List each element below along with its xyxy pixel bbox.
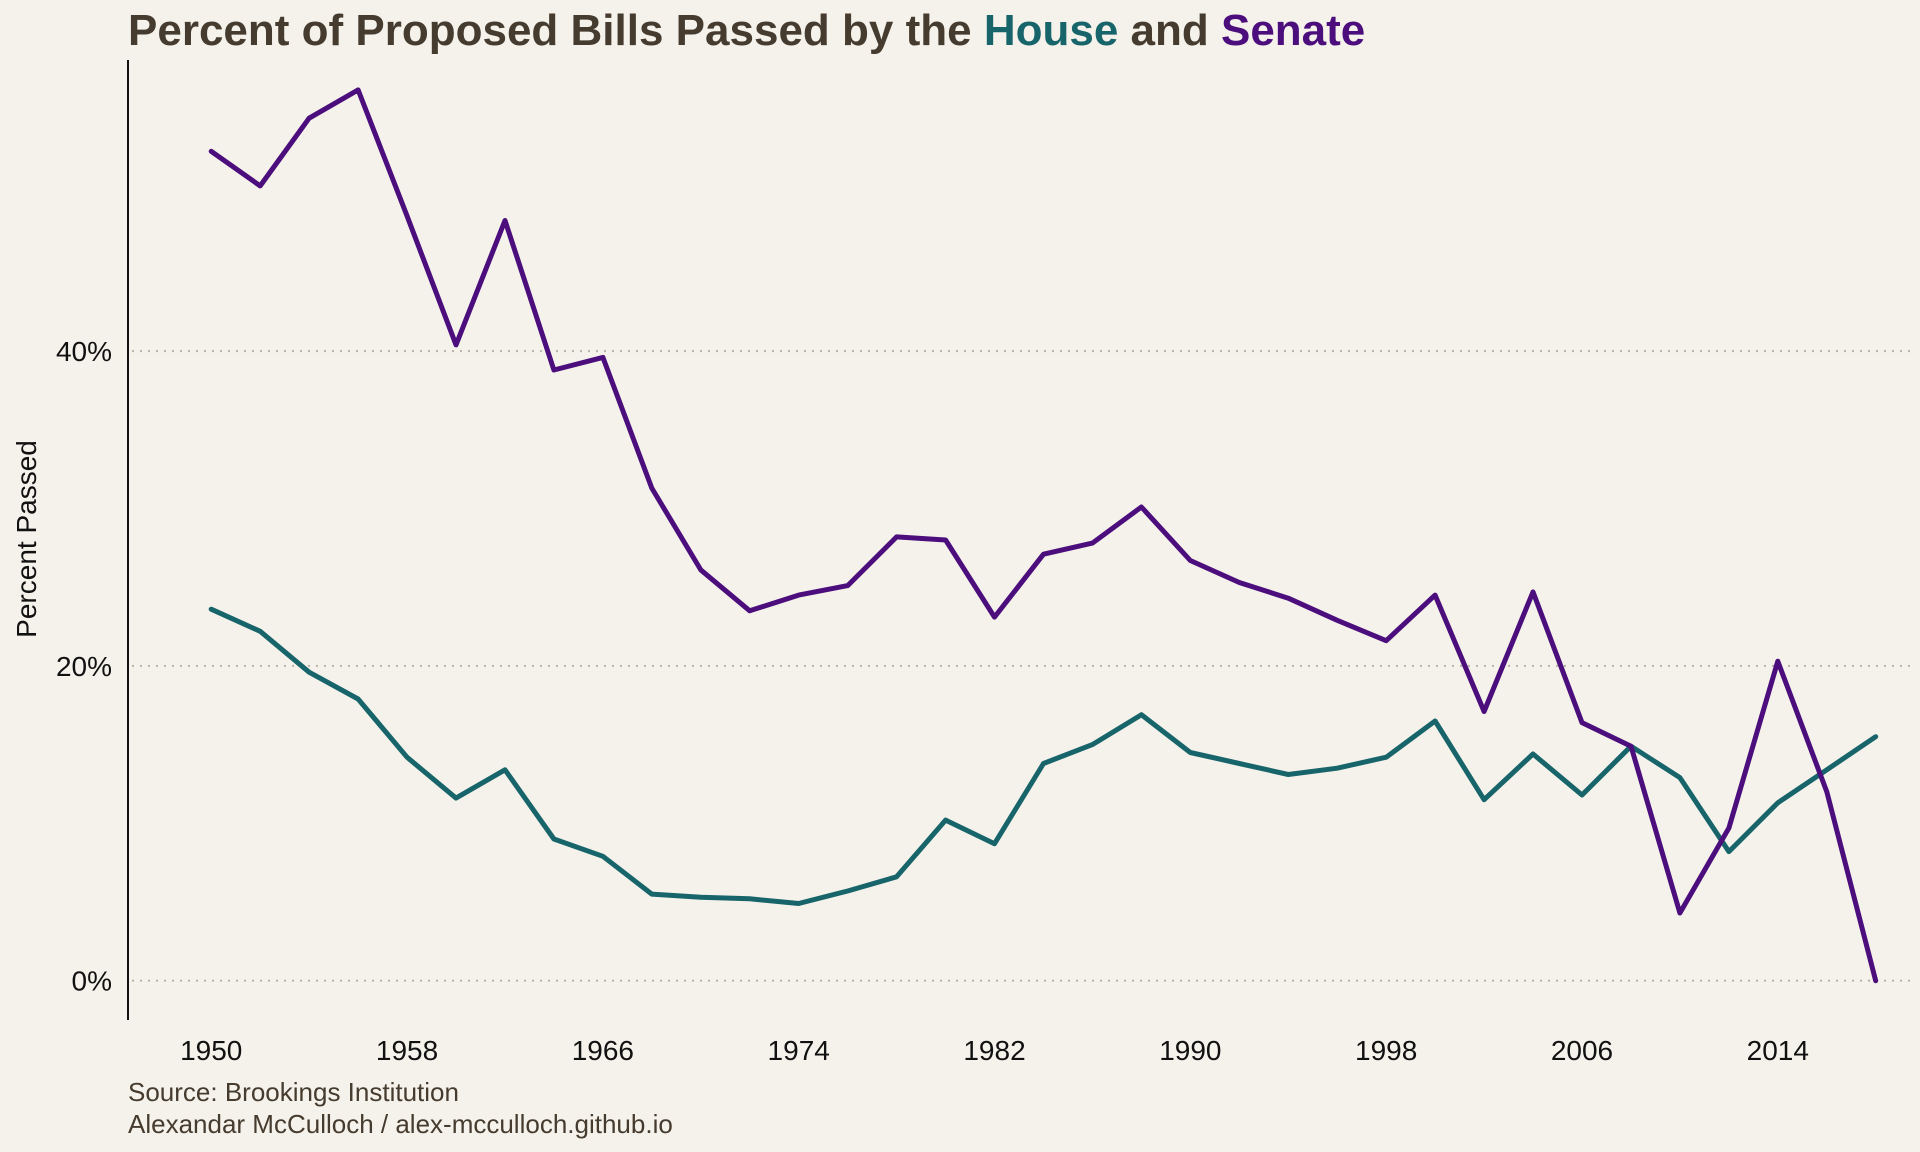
grid-lines xyxy=(132,350,1910,982)
x-tick-label: 1966 xyxy=(572,1035,634,1066)
x-tick-label: 2014 xyxy=(1747,1035,1809,1066)
source-line: Source: Brookings Institution xyxy=(128,1077,459,1107)
title-part-1: Percent of Proposed Bills Passed by the xyxy=(128,6,984,55)
y-axis-title: Percent Passed xyxy=(11,440,42,638)
x-tick-label: 2006 xyxy=(1551,1035,1613,1066)
x-tick-labels: 1950 1958 1966 1974 1982 1990 1998 2006 2014 xyxy=(180,1035,1809,1066)
y-tick-label: 40% xyxy=(56,336,112,367)
x-tick-label: 1982 xyxy=(963,1035,1025,1066)
x-tick-label: 1990 xyxy=(1159,1035,1221,1066)
x-tick-label: 1974 xyxy=(768,1035,830,1066)
x-tick-label: 1950 xyxy=(180,1035,242,1066)
y-tick-label: 20% xyxy=(56,651,112,682)
y-tick-labels: 0% 20% 40% xyxy=(56,336,112,997)
title-house-word: House xyxy=(983,6,1119,55)
title-senate-word: Senate xyxy=(1220,6,1366,55)
series-lines xyxy=(208,87,1879,984)
chart-title: Percent of Proposed Bills Passed by the … xyxy=(128,6,1365,56)
x-tick-label: 1998 xyxy=(1355,1035,1417,1066)
series-line-house xyxy=(208,606,1879,906)
title-part-2: and xyxy=(1118,6,1221,55)
credit-line: Alexandar McCulloch / alex-mcculloch.git… xyxy=(128,1109,673,1139)
series-line-senate xyxy=(208,87,1879,984)
y-tick-label: 0% xyxy=(72,966,112,997)
x-tick-label: 1958 xyxy=(376,1035,438,1066)
source-note: Source: Brookings Institution Alexandar … xyxy=(128,1076,673,1140)
